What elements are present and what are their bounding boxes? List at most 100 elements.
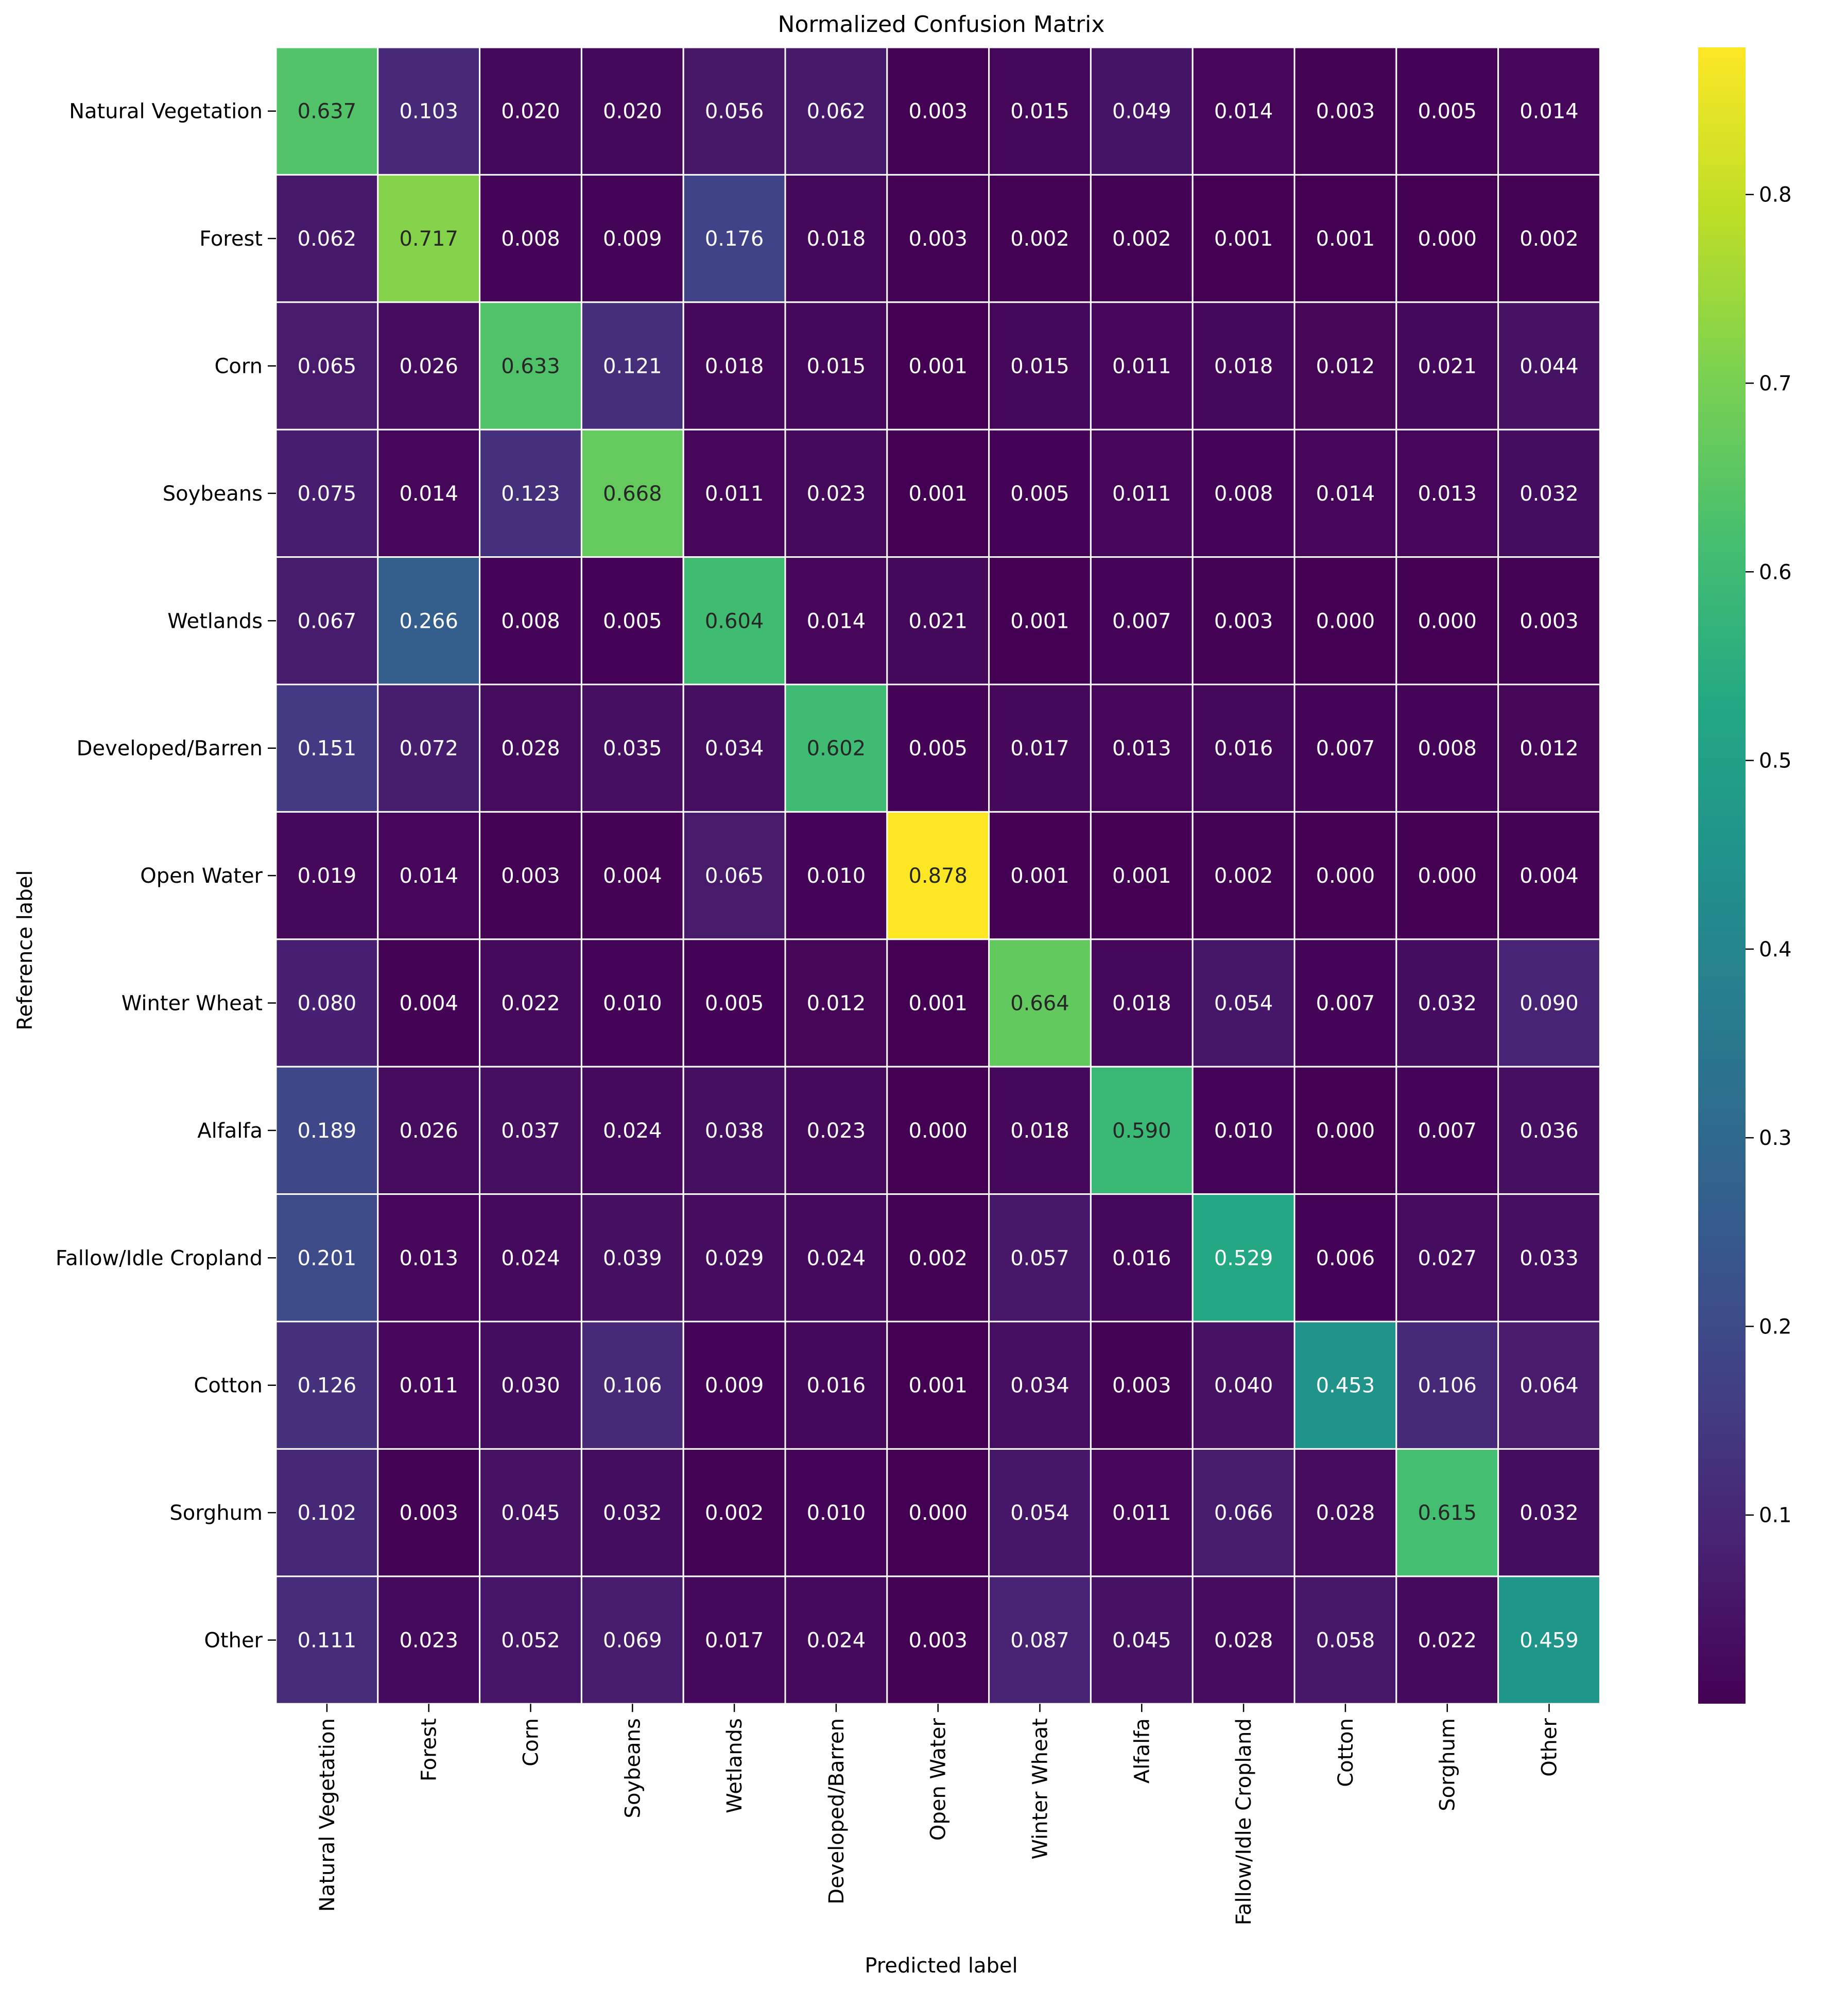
- cell-value-label: 0.002: [1519, 227, 1579, 251]
- heatmap-cell: [275, 938, 379, 1068]
- heatmap-cell: [275, 1575, 379, 1705]
- cell-value-label: 0.020: [501, 100, 560, 124]
- cell-value-label: 0.013: [399, 1246, 458, 1270]
- cell-value-label: 0.052: [501, 1629, 560, 1653]
- cell-value-label: 0.004: [603, 864, 662, 888]
- cell-value-label: 0.024: [807, 1246, 866, 1270]
- heatmap-cell: [886, 556, 990, 685]
- y-tick-label: Fallow/Idle Cropland: [56, 1246, 263, 1270]
- cell-value-label: 0.007: [1112, 609, 1171, 633]
- heatmap-cell: [1090, 811, 1194, 940]
- cell-value-label: 0.032: [1519, 482, 1579, 506]
- heatmap-cell: [1497, 46, 1601, 176]
- cell-value-label: 0.106: [1418, 1374, 1477, 1398]
- cell-value-label: 0.017: [705, 1629, 764, 1653]
- cell-value-label: 0.002: [1010, 227, 1069, 251]
- heatmap-cell: [377, 1193, 481, 1323]
- cell-value-label: 0.056: [705, 100, 764, 124]
- cell-value-label: 0.058: [1316, 1629, 1375, 1653]
- heatmap-cell: [1497, 556, 1601, 685]
- heatmap-cell: [1497, 1193, 1601, 1323]
- heatmap-cell: [479, 174, 582, 303]
- heatmap-cell: [1497, 1066, 1601, 1195]
- cell-value-label: 0.014: [399, 482, 458, 506]
- heatmap-cell: [479, 1575, 582, 1705]
- heatmap-cell: [1497, 811, 1601, 940]
- cell-value-label: 0.016: [1112, 1246, 1171, 1270]
- cell-value-label: 0.035: [603, 737, 662, 761]
- cell-value-label: 0.003: [399, 1501, 458, 1525]
- cell-value-label: 0.001: [908, 482, 968, 506]
- cell-value-label: 0.013: [1112, 737, 1171, 761]
- heatmap-cell: [1090, 1066, 1194, 1195]
- cell-value-label: 0.017: [1010, 737, 1069, 761]
- heatmap-cell: [988, 811, 1092, 940]
- cell-value-label: 0.011: [1112, 355, 1171, 379]
- cell-value-label: 0.717: [399, 227, 458, 251]
- cell-value-label: 0.030: [501, 1374, 560, 1398]
- cell-value-label: 0.033: [1519, 1246, 1579, 1270]
- x-tick-label: Sorghum: [1436, 1718, 1460, 1811]
- y-tick-label: Wetlands: [167, 609, 263, 633]
- cell-value-label: 0.018: [807, 227, 866, 251]
- cell-value-label: 0.023: [807, 482, 866, 506]
- heatmap-cell: [275, 811, 379, 940]
- cell-value-label: 0.201: [298, 1246, 357, 1270]
- heatmap-cell: [580, 1575, 684, 1705]
- heatmap-cell: [988, 46, 1092, 176]
- cell-value-label: 0.016: [807, 1374, 866, 1398]
- cell-value-label: 0.000: [908, 1501, 968, 1525]
- x-tick-label: Wetlands: [723, 1718, 747, 1813]
- chart-title: Normalized Confusion Matrix: [778, 11, 1105, 38]
- cell-value-label: 0.080: [298, 992, 357, 1016]
- heatmap-cell: [377, 1575, 481, 1705]
- cell-value-label: 0.032: [1519, 1501, 1579, 1525]
- heatmap-cell: [682, 1448, 786, 1578]
- cell-value-label: 0.018: [1010, 1119, 1069, 1143]
- heatmap-cell: [988, 1193, 1092, 1323]
- cell-value-label: 0.005: [705, 992, 764, 1016]
- heatmap-cell: [479, 683, 582, 813]
- colorbar-tick-label: 0.8: [1759, 183, 1792, 207]
- heatmap-cell: [580, 1066, 684, 1195]
- cell-value-label: 0.668: [603, 482, 662, 506]
- y-tick-label: Natural Vegetation: [69, 100, 263, 124]
- colorbar-tick-label: 0.1: [1759, 1504, 1792, 1528]
- heatmap-cell: [988, 1066, 1092, 1195]
- cell-value-label: 0.032: [1418, 992, 1477, 1016]
- x-tick-label: Natural Vegetation: [316, 1718, 339, 1912]
- heatmap-cell: [479, 811, 582, 940]
- y-axis-label: Reference label: [13, 870, 37, 1031]
- cell-value-label: 0.028: [1214, 1629, 1273, 1653]
- heatmap-cell: [1395, 938, 1499, 1068]
- cell-value-label: 0.001: [1214, 227, 1273, 251]
- heatmap-cell: [886, 1193, 990, 1323]
- x-tick-label: Cotton: [1334, 1718, 1358, 1787]
- heatmap-cell: [479, 1448, 582, 1578]
- heatmap-cell: [479, 1321, 582, 1450]
- cell-value-label: 0.000: [908, 1119, 968, 1143]
- y-tick-label: Winter Wheat: [122, 992, 263, 1016]
- heatmap-cell: [1090, 46, 1194, 176]
- cell-value-label: 0.121: [603, 355, 662, 379]
- cell-value-label: 0.007: [1316, 992, 1375, 1016]
- cell-value-label: 0.103: [399, 100, 458, 124]
- heatmap-cell: [886, 174, 990, 303]
- cell-value-label: 0.040: [1214, 1374, 1273, 1398]
- cell-value-label: 0.054: [1010, 1501, 1069, 1525]
- cell-value-label: 0.123: [501, 482, 560, 506]
- heatmap-cell: [479, 1193, 582, 1323]
- cell-value-label: 0.020: [603, 100, 662, 124]
- cell-value-label: 0.176: [705, 227, 764, 251]
- heatmap-cell: [886, 1448, 990, 1578]
- cell-value-label: 0.066: [1214, 1501, 1273, 1525]
- cell-value-label: 0.003: [908, 1629, 968, 1653]
- cell-value-label: 0.453: [1316, 1374, 1375, 1398]
- heatmap-cell: [1395, 1575, 1499, 1705]
- cell-value-label: 0.005: [908, 737, 968, 761]
- cell-value-label: 0.000: [1418, 864, 1477, 888]
- heatmap-cell: [1293, 174, 1397, 303]
- cell-value-label: 0.003: [1519, 609, 1579, 633]
- heatmap-cell: [886, 938, 990, 1068]
- heatmap-cell: [1293, 1575, 1397, 1705]
